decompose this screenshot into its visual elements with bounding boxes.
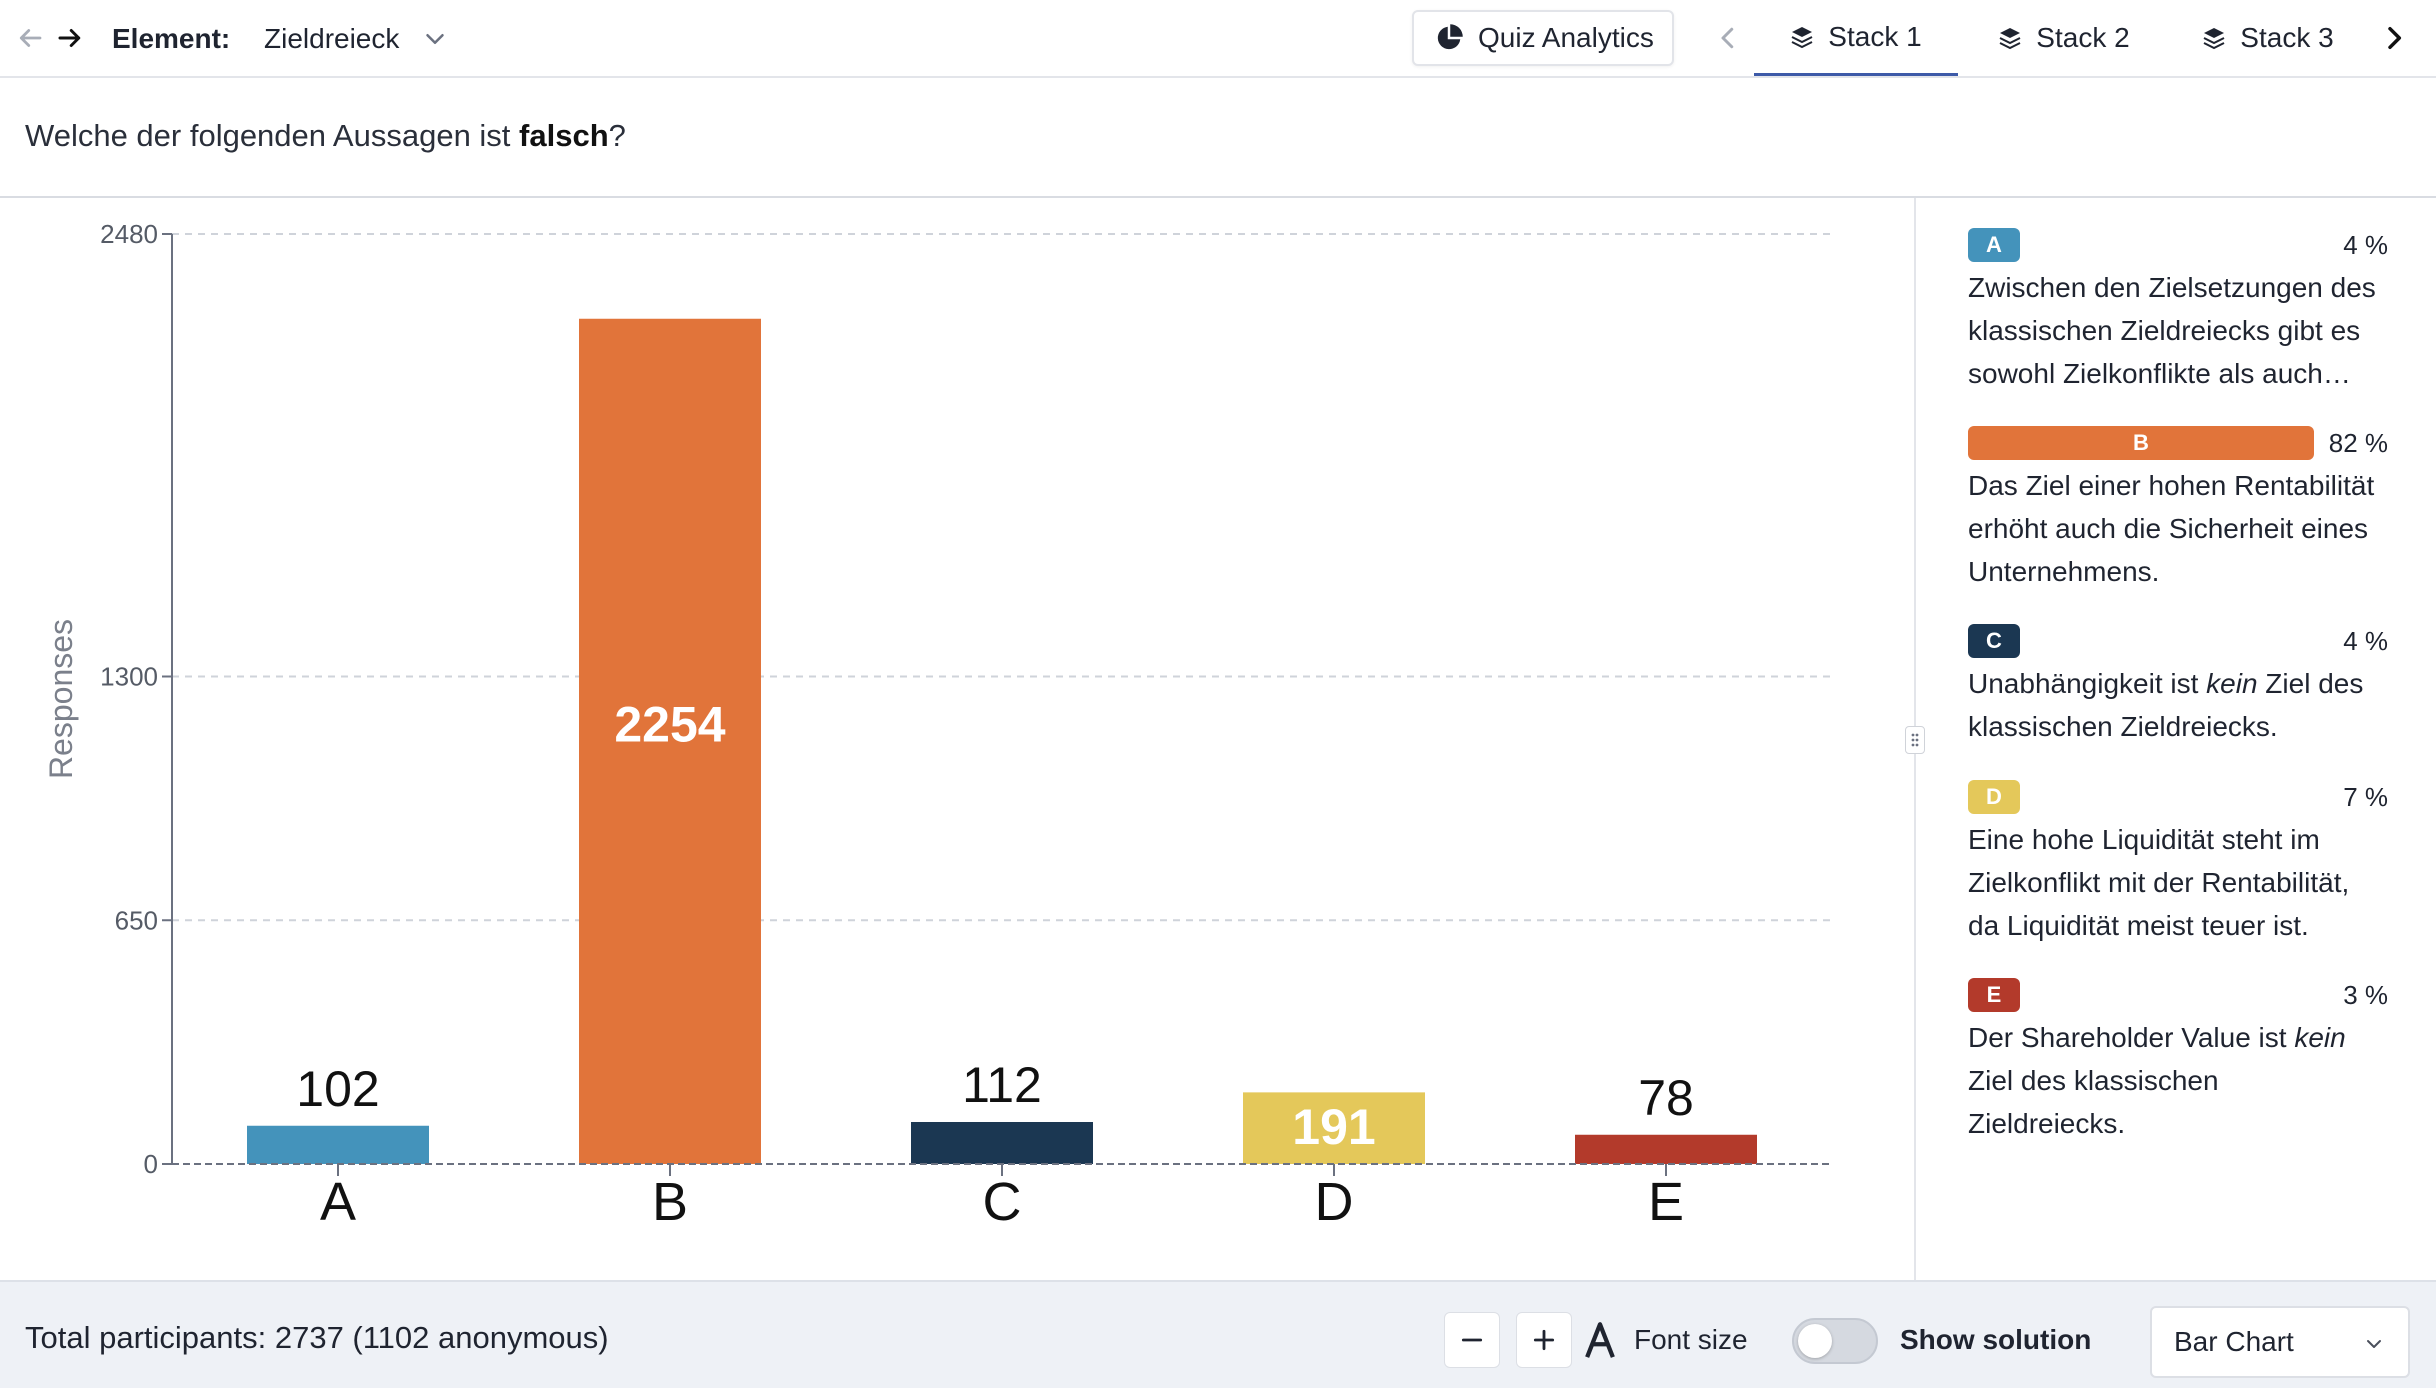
tab-stack-2[interactable]: Stack 2 <box>1984 0 2144 76</box>
tab-stack-3[interactable]: Stack 3 <box>2188 0 2348 76</box>
answer-letter-badge: C <box>1968 624 2020 658</box>
answer-percent: 7 % <box>2343 782 2388 812</box>
answer-text-part: Zwischen den Zielsetzungen des klassisch… <box>1968 272 2376 389</box>
answer-text: Der Shareholder Value ist kein Ziel des … <box>1968 1016 2378 1145</box>
bar-chart: 0 650 1300 2480 Responses 102 A 2254 B 112 C 191 D 78… <box>0 198 1914 1280</box>
x-tick-label: A <box>320 1172 356 1232</box>
element-select[interactable]: Zieldreieck <box>264 23 400 54</box>
bar-value-label: 112 <box>962 1057 1042 1113</box>
x-tick-label: D <box>1315 1172 1354 1232</box>
show-solution-toggle[interactable] <box>1792 1318 1878 1364</box>
tab-label: Stack 3 <box>2240 22 2334 53</box>
chevron-down-icon[interactable] <box>420 24 450 54</box>
layers-icon <box>1999 28 2021 50</box>
chart-type-select[interactable]: Bar Chart <box>2150 1306 2410 1378</box>
quiz-analytics-button[interactable]: Quiz Analytics <box>1412 10 1674 66</box>
tab-label: Stack 2 <box>2036 22 2130 53</box>
chevron-down-icon <box>2367 1340 2381 1348</box>
answer-text-part: Ziel des klassischen Zieldreiecks. <box>1968 668 2364 742</box>
bar-chart-svg: 0 650 1300 2480 Responses 102 A 2254 B 112 C 191 D 78… <box>43 219 1832 1232</box>
x-tick-label: E <box>1648 1172 1684 1232</box>
show-solution-label: Show solution <box>1900 1324 2092 1355</box>
question-text: Welche der folgenden Aussagen ist falsch… <box>25 114 626 158</box>
bar-value-label: 191 <box>1292 1099 1375 1155</box>
element-label: Element: <box>112 23 231 54</box>
font-size-label: Font size <box>1634 1324 1748 1355</box>
layers-icon <box>1791 26 1813 48</box>
y-axis-label: Responses <box>43 619 79 779</box>
layers-icon <box>2203 28 2225 50</box>
answer-text: Zwischen den Zielsetzungen des klassisch… <box>1968 266 2378 395</box>
toggle-knob <box>1798 1324 1832 1358</box>
y-tick-label: 1300 <box>100 662 158 692</box>
answer-text-part: Unabhängigkeit ist <box>1968 668 2207 699</box>
x-tick-label: B <box>652 1172 688 1232</box>
top-bar: Element: Zieldreieck Quiz Analytics Stac… <box>0 0 2436 78</box>
answer-letter-badge: D <box>1968 780 2020 814</box>
bar-e <box>1575 1134 1757 1164</box>
answer-text-part: Der Shareholder Value ist <box>1968 1022 2295 1053</box>
pie-chart-icon <box>1437 24 1463 50</box>
question-emphasis: falsch <box>519 118 609 153</box>
tab-label: Stack 1 <box>1828 20 1922 52</box>
answer-letter-badge: B <box>1968 426 2314 460</box>
total-participants: Total participants: 2737 (1102 anonymous… <box>25 1320 609 1355</box>
increase-font-button[interactable] <box>1516 1312 1572 1368</box>
y-tick-label: 0 <box>144 1149 158 1179</box>
bar-b <box>579 318 761 1164</box>
bar-d <box>1243 1092 1425 1164</box>
answer-text: Eine hohe Liquidität steht im Zielkonfli… <box>1968 818 2378 947</box>
chart-type-value: Bar Chart <box>2174 1326 2294 1357</box>
answer-percent: 4 % <box>2343 230 2388 260</box>
tab-stack-1[interactable]: Stack 1 <box>1754 0 1958 76</box>
question-suffix: ? <box>608 118 626 153</box>
y-tick-label: 650 <box>115 905 158 935</box>
bar-a <box>247 1125 429 1164</box>
decrease-font-button[interactable] <box>1444 1312 1500 1368</box>
plus-icon <box>1533 1329 1555 1351</box>
bar-value-label: 78 <box>1638 1070 1694 1126</box>
tabs-prev-chevron-icon[interactable] <box>1708 18 1748 58</box>
forward-arrow-icon[interactable] <box>50 18 90 58</box>
answer-percent: 4 % <box>2343 626 2388 656</box>
emphasis-text: kein <box>2294 1022 2346 1053</box>
back-arrow-icon[interactable] <box>10 18 50 58</box>
y-tick-label: 2480 <box>100 219 158 249</box>
answer-percent: 3 % <box>2343 980 2388 1010</box>
bar-value-label: 102 <box>296 1061 379 1117</box>
tabs-next-chevron-icon[interactable] <box>2374 18 2414 58</box>
bar-c <box>911 1122 1093 1164</box>
emphasis-text: kein <box>2206 668 2258 699</box>
answer-text: Unabhängigkeit ist kein Ziel des klassis… <box>1968 662 2378 748</box>
answer-letter-badge: A <box>1968 228 2020 262</box>
answer-text: Das Ziel einer hohen Rentabilität erhöht… <box>1968 464 2378 593</box>
footer-bar: Total participants: 2737 (1102 anonymous… <box>0 1280 2436 1388</box>
drag-handle-icon[interactable] <box>1905 726 1925 754</box>
x-tick-label: C <box>983 1172 1022 1232</box>
font-size-icon <box>1585 1322 1615 1358</box>
answer-letter-badge: E <box>1968 978 2020 1012</box>
answer-text-part: Das Ziel einer hohen Rentabilität erhöht… <box>1968 470 2375 587</box>
question-prefix: Welche der folgenden Aussagen ist <box>25 118 520 153</box>
answer-text-part: Eine hohe Liquidität steht im Zielkonfli… <box>1968 824 2350 941</box>
answer-percent: 82 % <box>2328 428 2388 458</box>
minus-icon <box>1461 1338 1483 1342</box>
quiz-analytics-label: Quiz Analytics <box>1478 22 1654 53</box>
bar-value-label: 2254 <box>614 696 725 752</box>
answer-text-part: Ziel des klassischen Zieldreiecks. <box>1968 1065 2219 1139</box>
section-divider <box>0 196 2436 198</box>
